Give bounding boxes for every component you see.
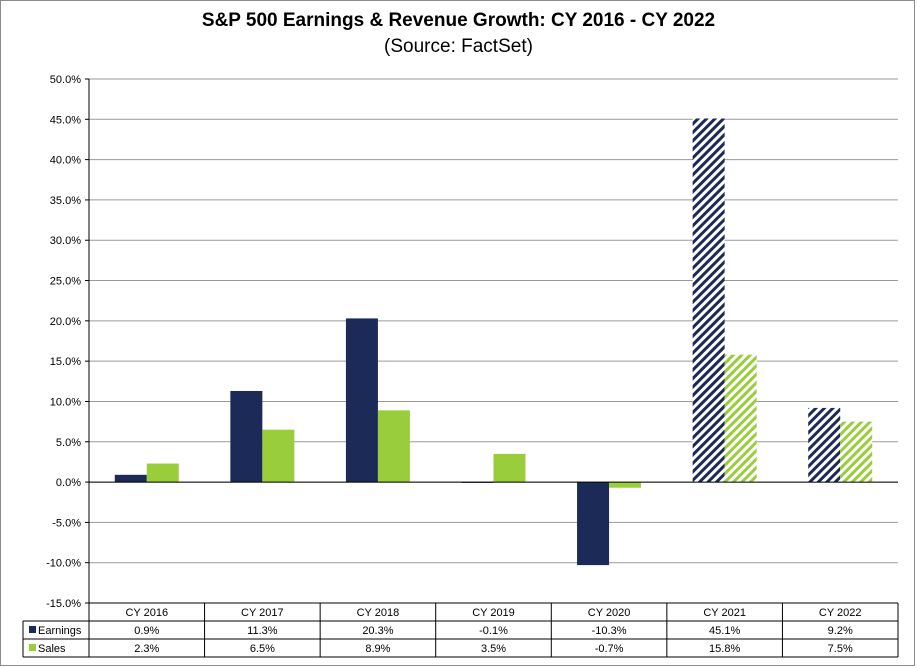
bar-earnings bbox=[230, 390, 263, 483]
data-label: 45.1% bbox=[709, 625, 740, 637]
chart-subtitle: (Source: FactSet) bbox=[384, 36, 533, 57]
data-label: 7.5% bbox=[828, 643, 853, 655]
y-tick-label: 10.0% bbox=[50, 396, 81, 408]
data-label: 8.9% bbox=[365, 643, 390, 655]
bar-sales bbox=[609, 482, 642, 488]
data-table: CY 2016 CY 2017 CY 2018 CY 2019 CY 2020 CY 20… bbox=[22, 602, 899, 658]
data-label: -0.1% bbox=[479, 625, 508, 637]
x-tick-label: CY 2022 bbox=[819, 607, 862, 619]
x-tick-label: CY 2017 bbox=[241, 607, 284, 619]
y-tick-label: 0.0% bbox=[56, 477, 81, 489]
bars bbox=[114, 118, 873, 566]
x-tick-label: CY 2018 bbox=[357, 607, 400, 619]
chart-title: S&P 500 Earnings & Revenue Growth: CY 20… bbox=[201, 10, 716, 31]
data-label: 15.8% bbox=[709, 643, 740, 655]
data-label: 11.3% bbox=[247, 625, 278, 637]
y-tick-label: 35.0% bbox=[50, 195, 81, 207]
legend-label-earnings: Earnings bbox=[38, 625, 82, 637]
bar-earnings bbox=[692, 118, 725, 483]
data-label: -10.3% bbox=[592, 625, 627, 637]
bar-earnings bbox=[114, 474, 147, 483]
y-tick-label: 20.0% bbox=[50, 316, 81, 328]
bar-sales bbox=[377, 410, 410, 483]
x-tick-label: CY 2016 bbox=[125, 607, 168, 619]
y-tick-label: 50.0% bbox=[50, 74, 81, 86]
y-tick-label: 25.0% bbox=[50, 276, 81, 288]
bar-sales bbox=[493, 453, 526, 483]
y-tick-label: -10.0% bbox=[46, 558, 81, 570]
data-label: 3.5% bbox=[481, 643, 506, 655]
data-label: 20.3% bbox=[362, 625, 393, 637]
legend-label-sales: Sales bbox=[38, 643, 66, 655]
y-tick-label: 5.0% bbox=[56, 437, 81, 449]
bar-earnings bbox=[808, 407, 841, 483]
data-label: -0.7% bbox=[595, 643, 624, 655]
data-label: 0.9% bbox=[134, 625, 159, 637]
x-tick-label: CY 2019 bbox=[472, 607, 515, 619]
y-tick-label: 15.0% bbox=[50, 356, 81, 368]
y-tick-label: -15.0% bbox=[46, 598, 81, 610]
bar-sales bbox=[840, 421, 873, 483]
bar-earnings bbox=[345, 318, 378, 483]
x-tick-label: CY 2021 bbox=[703, 607, 746, 619]
data-label: 9.2% bbox=[828, 625, 853, 637]
y-tick-label: 30.0% bbox=[50, 235, 81, 247]
bar-sales bbox=[146, 463, 179, 483]
x-tick-label: CY 2020 bbox=[588, 607, 631, 619]
legend-swatch-earnings bbox=[29, 626, 36, 633]
gridlines bbox=[89, 78, 898, 564]
bar-sales bbox=[262, 429, 295, 483]
bar-earnings bbox=[577, 482, 610, 566]
y-tick-label: -5.0% bbox=[52, 517, 81, 529]
data-label: 2.3% bbox=[134, 643, 159, 655]
legend-swatch-sales bbox=[29, 644, 36, 651]
axes: 50.0% 45.0% 40.0% 35.0% 30.0% 25.0% 20.0% 15.0%… bbox=[46, 74, 898, 610]
y-tick-label: 40.0% bbox=[50, 155, 81, 167]
data-label: 6.5% bbox=[250, 643, 275, 655]
y-tick-label: 45.0% bbox=[50, 114, 81, 126]
bar-sales bbox=[724, 354, 757, 483]
